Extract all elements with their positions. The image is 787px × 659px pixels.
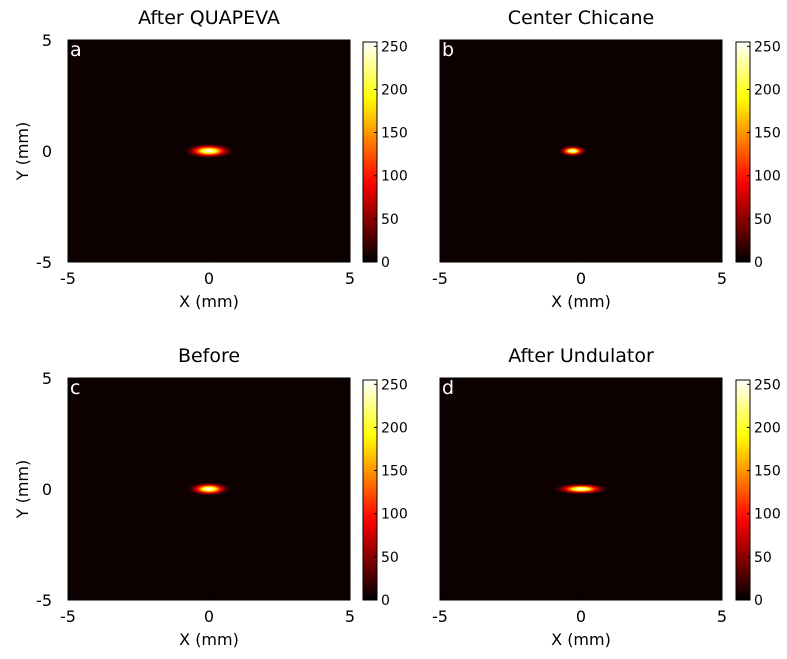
panel-b: Center Chicane b -5 0 5 X (mm) 250 200 150 100 50 0	[432, 7, 781, 311]
chart-title: Center Chicane	[508, 7, 654, 29]
colorbar-tick-label: 250	[381, 39, 408, 55]
x-axis-label: X (mm)	[551, 630, 611, 649]
beam-spot-contour	[578, 488, 584, 490]
colorbar-tick-label: 50	[754, 550, 772, 566]
colorbar-tick-label: 100	[381, 507, 408, 523]
colorbar-tick-label: 150	[754, 126, 781, 142]
colorbar-tick-label: 200	[381, 82, 408, 98]
x-axis-label: X (mm)	[179, 292, 239, 311]
x-tick-label: -5	[432, 269, 448, 288]
x-tick-label: 5	[717, 607, 727, 626]
beam-spot-contour	[206, 488, 212, 490]
x-axis-label: X (mm)	[551, 292, 611, 311]
x-tick-label: -5	[432, 607, 448, 626]
colorbar	[362, 41, 378, 263]
x-tick-label: -5	[60, 269, 76, 288]
x-tick-label: 5	[345, 269, 355, 288]
colorbar-tick-label: 0	[754, 593, 763, 609]
x-tick-label: 0	[576, 607, 586, 626]
x-tick-label: 0	[204, 607, 214, 626]
colorbar-tick-label: 250	[381, 377, 408, 393]
y-tick-label: -5	[36, 253, 52, 272]
x-axis-label: X (mm)	[179, 630, 239, 649]
chart-title: After Undulator	[508, 345, 654, 367]
colorbar-tick-label: 50	[381, 212, 399, 228]
colorbar-tick-label: 100	[754, 507, 781, 523]
panel-d: After Undulator d -5 0 5 X (mm) 250 200 150 100 50…	[432, 345, 781, 649]
colorbar-tick-label: 0	[381, 593, 390, 609]
colorbar-tick-label: 50	[754, 212, 772, 228]
colorbar-tick-label: 150	[381, 126, 408, 142]
colorbar-tick-label: 150	[754, 464, 781, 480]
colorbar-tick-label: 50	[381, 550, 399, 566]
y-tick-label: 5	[42, 369, 52, 388]
panel-letter: c	[70, 377, 80, 399]
y-tick-label: -5	[36, 591, 52, 610]
colorbar	[735, 41, 751, 263]
y-axis-label: Y (mm)	[13, 122, 32, 182]
y-axis-label: Y (mm)	[13, 460, 32, 520]
panel-letter: b	[442, 39, 454, 61]
x-tick-label: 0	[204, 269, 214, 288]
panel-letter: a	[70, 39, 82, 61]
colorbar-tick-label: 100	[381, 169, 408, 185]
colorbar-tick-label: 200	[754, 82, 781, 98]
colorbar-tick-label: 100	[754, 169, 781, 185]
y-tick-label: 5	[42, 31, 52, 50]
colorbar-tick-label: 200	[754, 420, 781, 436]
colorbar-tick-label: 0	[754, 255, 763, 271]
colorbar-tick-label: 0	[381, 255, 390, 271]
x-tick-label: 0	[576, 269, 586, 288]
colorbar-tick-label: 200	[381, 420, 408, 436]
chart-title: After QUAPEVA	[138, 7, 280, 29]
y-tick-label: 0	[42, 142, 52, 161]
beam-spot-contour	[571, 150, 574, 152]
colorbar-tick-label: 250	[754, 377, 781, 393]
colorbar-tick-label: 150	[381, 464, 408, 480]
colorbar-tick-label: 250	[754, 39, 781, 55]
x-tick-label: 5	[345, 607, 355, 626]
panel-letter: d	[442, 377, 454, 399]
beam-spot-contour	[206, 150, 212, 152]
colorbar	[735, 379, 751, 601]
colorbar	[362, 379, 378, 601]
y-tick-label: 0	[42, 480, 52, 499]
chart-title: Before	[178, 345, 240, 367]
x-tick-label: 5	[717, 269, 727, 288]
x-tick-label: -5	[60, 607, 76, 626]
